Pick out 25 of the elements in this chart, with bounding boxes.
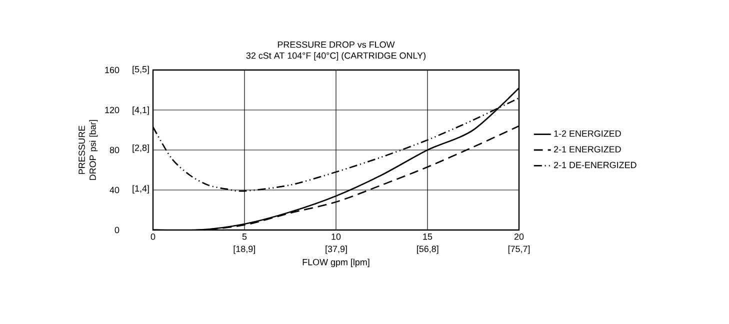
y-tick-label: 0 — [114, 226, 120, 234]
x-axis-title: FLOW gpm [lpm] — [302, 258, 370, 268]
x-tick-label: 0 — [150, 234, 156, 240]
y2-tick-label: [5,5] — [132, 66, 149, 74]
x-tick-label: 10 — [332, 234, 341, 240]
x-tick-label: 20 — [514, 234, 524, 240]
legend-label: 2-1 ENERGIZED — [554, 146, 621, 152]
legend-label: 1-2 ENERGIZED — [554, 130, 621, 137]
y2-tick-label: [2,8] — [132, 144, 149, 153]
y-axis-title: PRESSURE DROP psi [bar] — [78, 120, 98, 180]
y2-tick-label: [4,1] — [132, 106, 149, 115]
x2-tick-label: [18,9] — [234, 246, 255, 254]
y2-tick-label: [1,4] — [132, 185, 149, 194]
legend-label: 2-1 DE-ENERGIZED — [554, 162, 636, 168]
y-tick-label: 40 — [110, 186, 120, 194]
x2-tick-label: [37,9] — [326, 246, 347, 254]
x2-tick-label: [56,8] — [417, 246, 438, 254]
y-tick-label: 80 — [110, 146, 120, 154]
x2-tick-label: [75,7] — [508, 246, 530, 254]
x-tick-label: 15 — [423, 234, 432, 240]
y-tick-label: 120 — [105, 106, 120, 114]
chart-subtitle: 32 cSt AT 104°F [40°C] (CARTRIDGE ONLY) — [246, 52, 426, 60]
chart-title: PRESSURE DROP vs FLOW — [278, 41, 395, 48]
x-tick-label: 5 — [242, 234, 247, 240]
y-tick-label: 160 — [105, 66, 120, 74]
